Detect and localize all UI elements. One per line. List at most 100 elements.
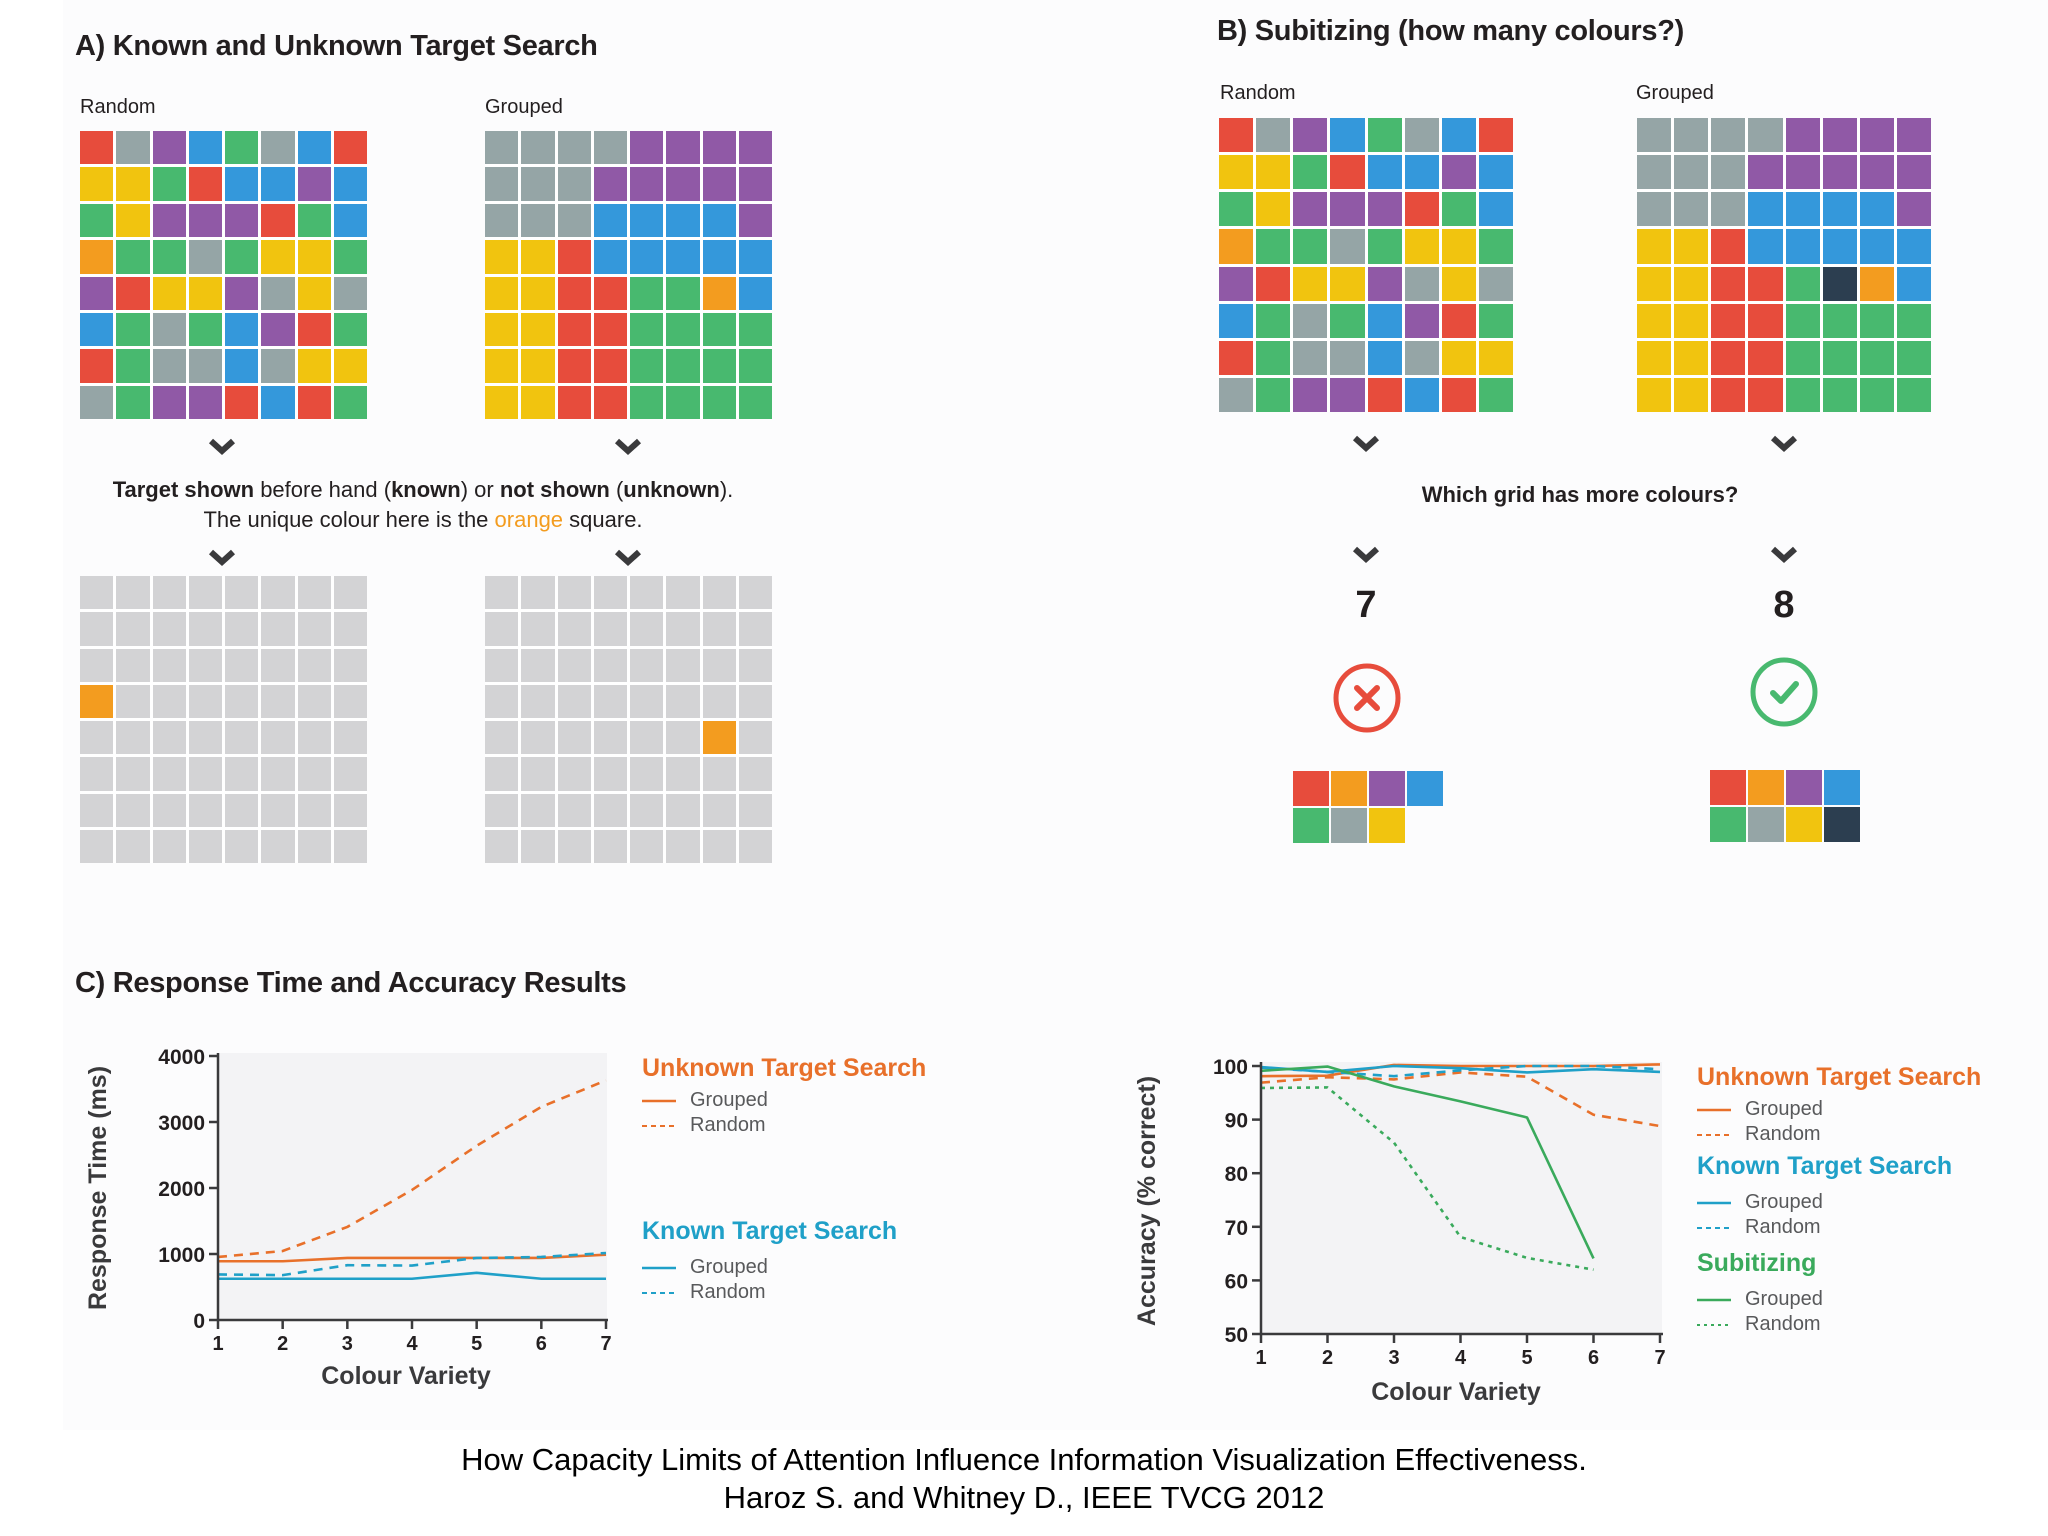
panel-a-instruction-line2: The unique colour here is the orange squ… [0,507,846,533]
grid-cell-light [738,757,772,791]
grid-cell-light [485,721,519,755]
grid-cell-green [1785,340,1820,375]
chevron-down-icon [208,549,236,567]
grid-cell-yellow [152,276,186,310]
grid-cell-purple [738,203,772,238]
grid-cell-blue [261,167,295,201]
grid-cell-purple [1219,266,1254,301]
grid-cell-green [702,349,736,383]
grid-cell-light [593,576,627,610]
grid-cell-red [333,131,367,165]
legend-label: Random [690,1114,766,1136]
response-time-chart: 0 1000 2000 3000 4000 1 2 3 4 5 6 7 Response Time (… [84,1046,612,1390]
grid-cell-green [152,240,186,274]
y-axis-label: Response Time (ms) [84,1066,112,1310]
grid-cell-light [188,684,222,718]
y-tick-label: 0 [193,1310,205,1333]
grid-cell-yellow [521,349,555,383]
grid-cell-light [261,721,295,755]
grid-cell-light [261,793,295,827]
grid-cell-light [80,648,114,682]
grid-cell-purple [1293,118,1328,153]
grid-cell-purple [630,131,664,165]
grid-cell-green [116,240,150,274]
palette-swatch-gray [1331,808,1367,843]
legend-item: Grouped [642,1089,926,1112]
grid-cell-green [1859,340,1894,375]
grid-cell-light [188,757,222,791]
grid-cell-purple [1330,192,1365,227]
grid-cell-yellow [485,276,519,310]
grid-cell-purple [225,203,259,238]
grid-cell-gray [521,203,555,238]
x-tick-label: 6 [536,1333,547,1355]
grid-cell-red [1219,118,1254,153]
grid-cell-blue [1367,303,1402,338]
grouped-colour-palette [1710,770,1860,842]
panel-b-question: Which grid has more colours? [1421,482,1739,507]
panel-a-instruction-line1: Target shown before hand (known) or not … [0,477,846,503]
grid-cell-light [557,829,591,863]
grid-cell-yellow [1330,266,1365,301]
caption-title: How Capacity Limits of Attention Influen… [461,1442,1587,1477]
legend-label: Random [1745,1123,1821,1145]
grid-cell-light [666,793,700,827]
legend-label: Grouped [1745,1191,1823,1213]
text-bold: not shown [499,477,610,502]
x-tick-label: 2 [277,1333,288,1355]
text: The unique colour here is the [203,507,495,532]
grid-cell-light [593,612,627,646]
grid-cell-yellow [1674,229,1709,264]
grid-cell-light [557,612,591,646]
grid-cell-light [485,684,519,718]
grid-cell-gray [1330,340,1365,375]
solid-line-swatch-icon [1697,1298,1731,1301]
grid-cell-light [188,612,222,646]
x-tick-label: 4 [1455,1347,1467,1369]
grid-cell-light [116,648,150,682]
grid-cell-light [333,829,367,863]
grid-cell-blue [225,167,259,201]
grid-cell-purple [702,167,736,201]
legend-title-unknown: Unknown Target Search [642,1054,927,1082]
grid-cell-green [666,312,700,347]
grid-cell-blue [738,276,772,310]
grid-cell-light [116,684,150,718]
grid-cell-blue [225,312,259,347]
grid-cell-light [702,793,736,827]
grid-cell-light [738,829,772,863]
grid-cell-orange [702,276,736,310]
grid-cell-light [738,612,772,646]
grid-cell-yellow [188,276,222,310]
grid-cell-yellow [116,203,150,238]
x-tick-label: 7 [600,1333,611,1355]
grid-cell-light [333,576,367,610]
grid-cell-blue [630,203,664,238]
grid-cell-red [80,349,114,383]
grid-cell-light [702,648,736,682]
grid-cell-red [188,167,222,201]
text: before hand ( [254,477,392,502]
grid-cell-green [1256,229,1291,264]
grid-cell-light [485,576,519,610]
grid-cell-red [593,349,627,383]
grid-cell-light [261,576,295,610]
grid-cell-red [225,385,259,419]
palette-swatch-yellow [1369,808,1405,843]
grid-cell-red [1748,303,1783,338]
grid-cell-light [297,684,331,718]
grid-cell-light [485,612,519,646]
legend-item: Grouped [1697,1288,1981,1311]
grid-cell-purple [1367,192,1402,227]
legend-item: Random [1697,1123,1981,1146]
grid-cell-light [225,648,259,682]
legend-label: Grouped [690,1256,768,1278]
grid-cell-light [630,793,664,827]
random-colour-palette [1293,771,1443,843]
grid-cell-light [630,612,664,646]
grid-cell-blue [297,131,331,165]
grid-cell-red [1330,155,1365,190]
y-tick-label: 1000 [158,1244,205,1267]
y-tick-label: 4000 [158,1046,205,1069]
grid-cell-gray [557,203,591,238]
